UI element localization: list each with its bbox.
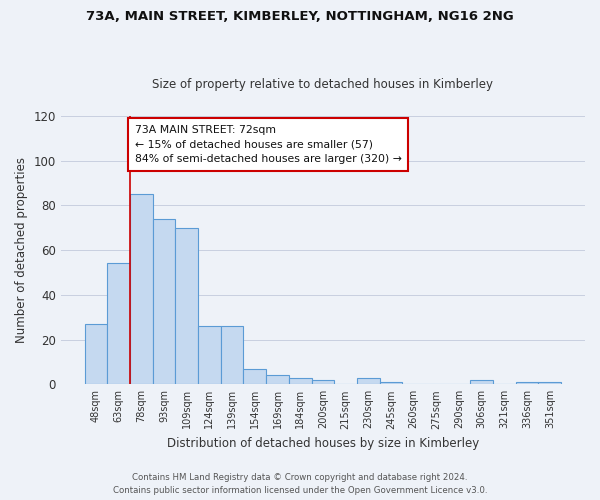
Bar	[538, 382, 561, 384]
Text: 73A, MAIN STREET, KIMBERLEY, NOTTINGHAM, NG16 2NG: 73A, MAIN STREET, KIMBERLEY, NOTTINGHAM,…	[86, 10, 514, 23]
Bar	[152, 218, 175, 384]
Bar	[221, 326, 244, 384]
Bar	[470, 380, 493, 384]
Title: Size of property relative to detached houses in Kimberley: Size of property relative to detached ho…	[152, 78, 493, 91]
Bar	[198, 326, 221, 384]
Y-axis label: Number of detached properties: Number of detached properties	[15, 157, 28, 343]
Bar	[516, 382, 538, 384]
Bar	[266, 376, 289, 384]
Bar	[380, 382, 403, 384]
X-axis label: Distribution of detached houses by size in Kimberley: Distribution of detached houses by size …	[167, 437, 479, 450]
Bar	[175, 228, 198, 384]
Bar	[130, 194, 152, 384]
Bar	[85, 324, 107, 384]
Bar	[107, 264, 130, 384]
Bar	[289, 378, 311, 384]
Bar	[357, 378, 380, 384]
Text: Contains HM Land Registry data © Crown copyright and database right 2024.
Contai: Contains HM Land Registry data © Crown c…	[113, 474, 487, 495]
Bar	[244, 368, 266, 384]
Bar	[311, 380, 334, 384]
Text: 73A MAIN STREET: 72sqm
← 15% of detached houses are smaller (57)
84% of semi-det: 73A MAIN STREET: 72sqm ← 15% of detached…	[134, 124, 401, 164]
